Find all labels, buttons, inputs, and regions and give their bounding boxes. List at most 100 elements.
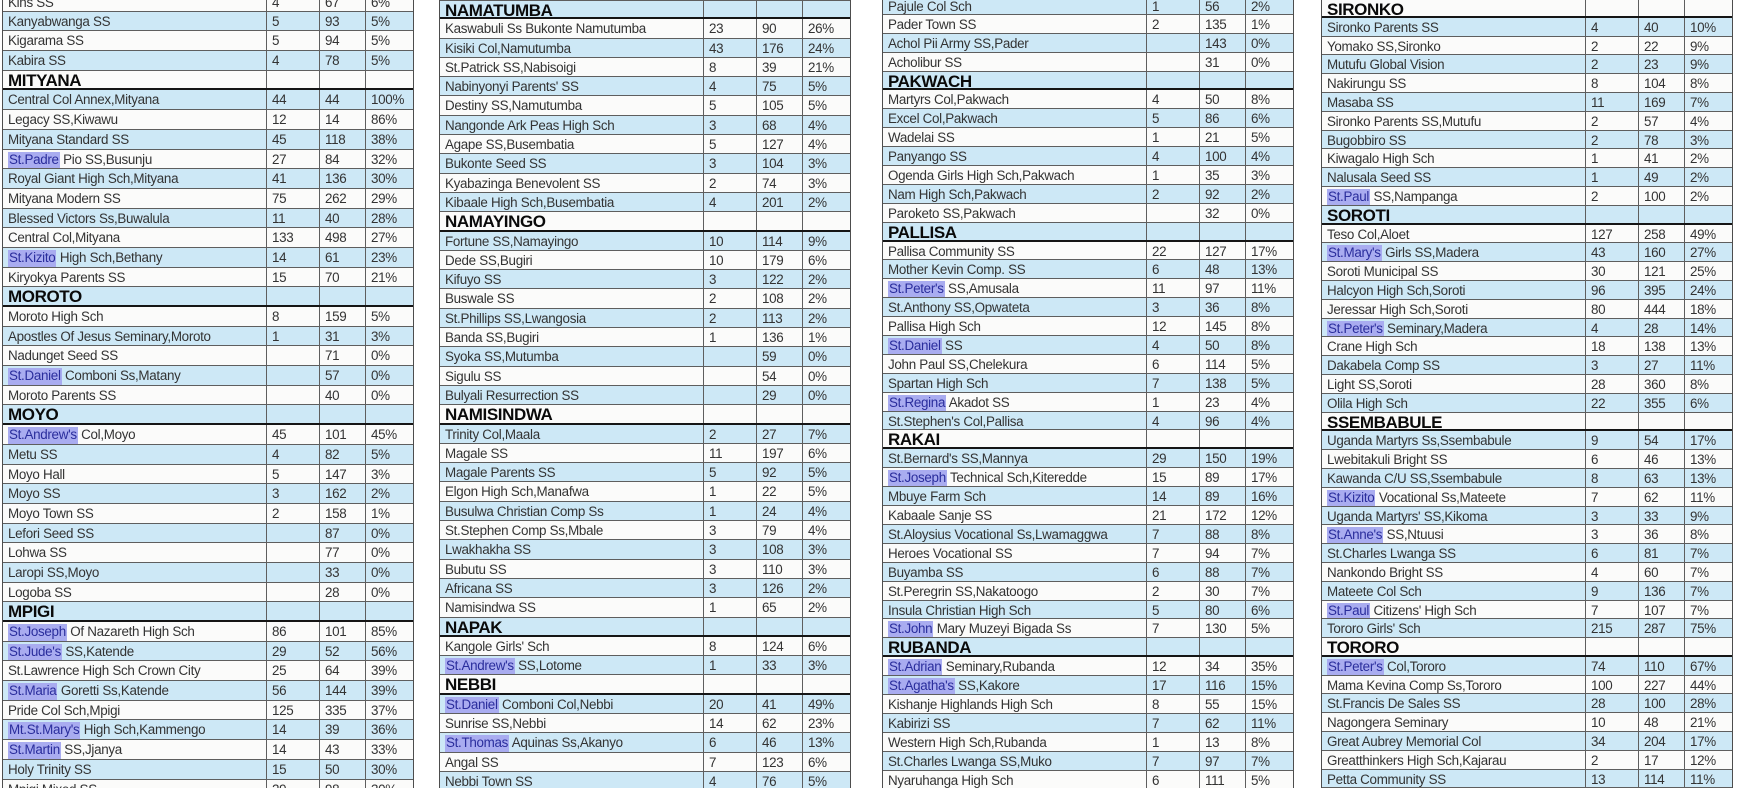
school-row: Martyrs Col,Pakwach 4 50 8% [883,90,1293,110]
school-row: Insula Christian High Sch 5 80 6% [883,600,1293,620]
school-row: Agape SS,Busembatia 5 127 4% [440,135,850,155]
school-name-cell: Mityana Standard SS [3,130,266,149]
school-row: Greatthinkers High Sch,Kajarau 2 17 12% [1322,750,1732,770]
search-highlight: St.Peter's [1327,658,1384,674]
school-name-cell: St.Stephen Comp Ss,Mbale [440,521,703,539]
metric-2-cell: 82 [319,444,365,464]
school-name-text: Pride Col Sch,Mpigi [8,702,120,718]
school-name-text: Bugobbiro SS [1327,132,1407,148]
results-column-group-1: Kins SS 4 67 6% Kanyabwanga SS 5 93 5% Kigarama … [2,0,414,788]
metric-1-cell: 12 [1146,317,1199,336]
percentage-cell: 23% [802,713,850,733]
search-highlight: St.Andrew's [445,658,515,674]
school-name-cell: John Paul SS,Chelekura [883,355,1146,373]
metric-2-cell: 147 [319,464,365,484]
metric-1-cell: 45 [266,425,319,444]
school-name-cell: St.Patrick SS,Nabisoigi [440,58,703,76]
metric-1-cell: 9 [1585,431,1638,450]
school-name-cell: St.Peregrin SS,Nakatoogo [883,582,1146,600]
search-highlight: St.Kizito [1327,489,1376,505]
school-name-text: Kangole Girls' Sch [445,638,550,654]
school-name-cell: Busulwa Christian Comp Ss [440,502,703,520]
metric-2-cell: 40 [1638,17,1684,36]
metric-2-cell: 355 [1638,393,1684,412]
metric-2-cell: 86 [1199,109,1245,128]
school-row: Halcyon High Sch,Soroti 96 395 24% [1322,280,1732,300]
percentage-cell: 0% [365,562,413,582]
school-name-cell: St.Joseph Technical Sch,Kiteredde [883,468,1146,486]
percentage-cell [1245,430,1293,448]
metric-1-cell [266,346,319,366]
school-name-cell: Bulyali Resurrection SS [440,386,703,404]
percentage-cell: 0% [802,385,850,405]
metric-1-cell: 34 [1585,732,1638,750]
metric-2-cell: 33 [756,656,802,675]
school-name-cell: Mama Kevina Comp Ss,Tororo [1322,676,1585,694]
percentage-cell: 1% [365,503,413,523]
metric-1-cell: 6 [1146,354,1199,373]
school-name-cell: Angal SS [440,753,703,771]
metric-2-cell: 36 [1638,525,1684,544]
percentage-cell: 49% [1684,224,1732,243]
school-row: Buyamba SS 6 88 7% [883,562,1293,582]
school-name-cell: Halcyon High Sch,Soroti [1322,281,1585,299]
school-name-text: Blessed Victors Ss,Buwalula [8,210,170,226]
school-name-text: Acholibur SS [888,54,962,70]
metric-1-cell: 96 [1585,280,1638,299]
percentage-cell: 37% [365,700,413,720]
school-name-cell: Mateete Col Sch [1322,582,1585,600]
school-name-cell: Sironko Parents SS [1322,18,1585,36]
school-name-cell: Masaba SS [1322,93,1585,111]
school-row: St.Charles Lwanga SS 6 81 7% [1322,544,1732,563]
school-name-cell: St.Daniel Comboni Ss,Matany [3,366,266,385]
school-row: Kangole Girls' Sch 8 124 6% [440,636,850,657]
school-name-cell: Kabaale Sanje SS [883,506,1146,524]
school-name-cell: Kabirizi SS [883,714,1146,732]
metric-2-cell: 68 [756,115,802,135]
percentage-cell: 0% [365,385,413,405]
metric-2-cell: 204 [1638,732,1684,750]
metric-1-cell: 6 [1585,450,1638,468]
percentage-cell: 6% [802,443,850,463]
school-name-cell: St.Charles Lwanga SS,Muko [883,752,1146,770]
metric-2-cell: 74 [756,173,802,192]
metric-1-cell: 2 [1146,184,1199,203]
search-highlight: St.Anne's [1327,527,1384,543]
metric-2-cell: 22 [756,482,802,501]
metric-1-cell: 1 [1146,128,1199,147]
school-name-text: Namisindwa SS [445,600,536,616]
school-name-text: Light SS,Soroti [1327,376,1412,392]
school-name-text: Destiny SS,Namutumba [445,98,582,114]
school-name-text: Girls SS,Madera [1381,245,1479,261]
school-name-cell: St.Agatha's SS,Kakore [883,676,1146,694]
school-name-cell: Kifuyo SS [440,270,703,288]
school-name-text: St.Francis De Sales SS [1327,696,1461,712]
metric-2-cell: 46 [1638,450,1684,468]
district-name: SSEMBABULE [1327,412,1443,430]
percentage-cell: 3% [365,326,413,346]
district-name: MPIGI [8,602,55,620]
school-row: St.Daniel Comboni Ss,Matany 57 0% [3,366,413,386]
metric-2-cell: 227 [1638,675,1684,694]
percentage-cell: 5% [802,771,850,788]
school-row: St.Bernard's SS,Mannya 29 150 19% [883,449,1293,469]
results-column-group-4: SIRONKO Sironko Parents SS 4 40 10% Yomako SS… [1321,0,1733,788]
school-name-text: Mary Muzeyi Bigada Ss [933,621,1072,637]
percentage-cell: 7% [1684,544,1732,562]
metric-1-cell: 1 [703,656,756,675]
results-column-group-3: Pajule Col Sch 1 56 2% Pader Town SS 2 135 1% Ac… [882,0,1294,788]
school-row: Angal SS 7 123 6% [440,752,850,772]
metric-2-cell: 30 [1199,581,1245,600]
metric-1-cell [266,602,319,620]
school-name-text: Nyaruhanga High Sch [888,772,1014,788]
metric-2-cell: 105 [756,96,802,115]
school-name-text: Kifuyo SS [445,272,502,288]
school-name-text: Kiryokya Parents SS [8,269,126,285]
search-highlight: St.Daniel [8,368,62,384]
school-name-text: Achol Pii Army SS,Pader [888,35,1029,51]
school-name-text: Bubutu SS [445,561,507,577]
school-name-cell: Uganda Martyrs' SS,Kikoma [1322,507,1585,525]
school-name-cell: Mbuye Farm Sch [883,487,1146,505]
school-row: Petta Community SS 13 114 11% [1322,769,1732,788]
